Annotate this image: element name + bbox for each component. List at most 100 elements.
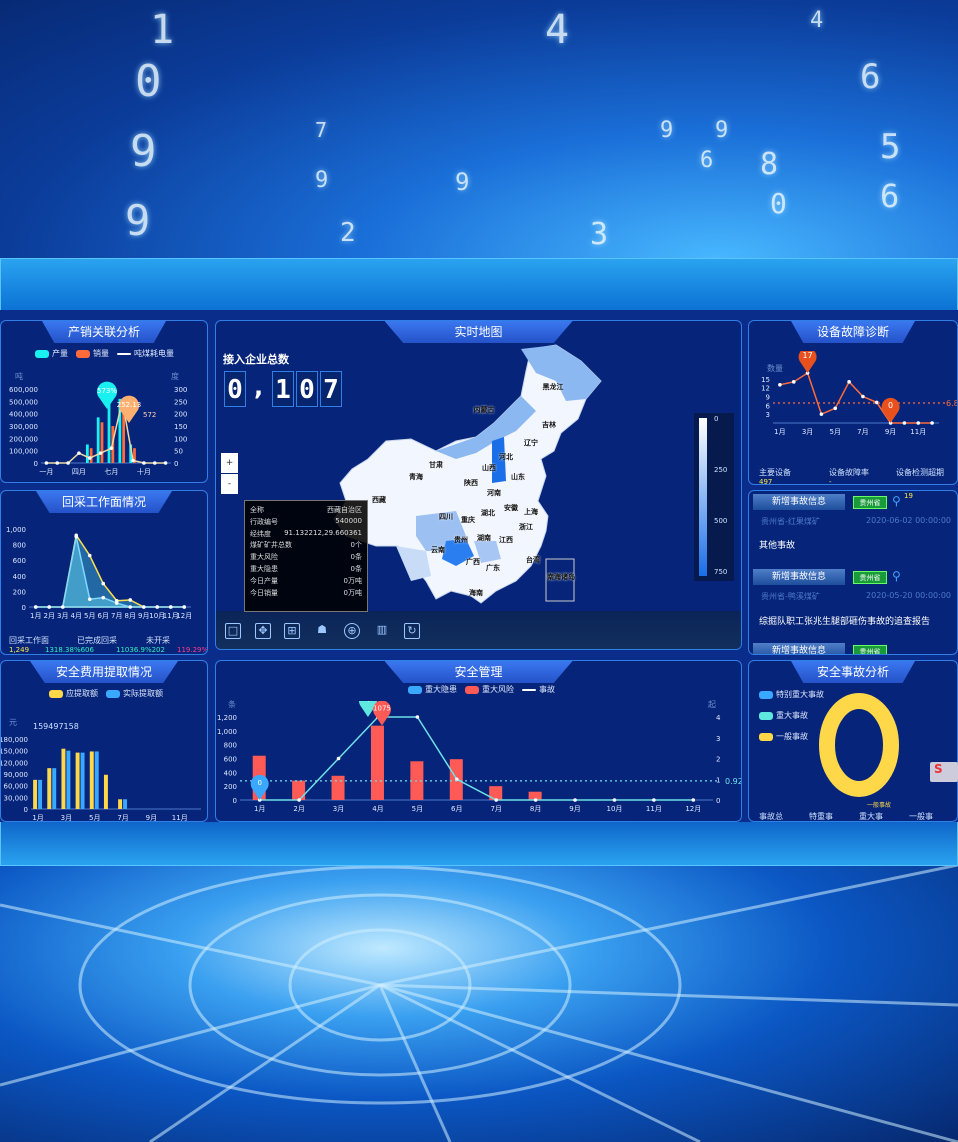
line-series	[779, 371, 933, 424]
y2-tick-label: 1	[716, 776, 720, 784]
legend-item[interactable]: 重大风险	[465, 684, 514, 695]
event-text: 其他事故	[759, 541, 796, 551]
legend-item[interactable]: 销量	[76, 348, 109, 359]
stat-value: 11036.9%202	[116, 646, 165, 654]
province-label: 安徽	[504, 504, 518, 512]
stat-value: 19	[904, 492, 913, 500]
legend-item[interactable]: 实际提取额	[106, 688, 163, 699]
axis-unit: 度	[171, 372, 179, 381]
fullscreen-icon[interactable]: □	[225, 623, 241, 639]
data-point	[101, 595, 106, 600]
bar	[96, 417, 100, 463]
counter-digit: 0	[296, 371, 318, 407]
background-digit: 6	[880, 177, 900, 215]
stat-label: 重大事	[859, 812, 883, 821]
globe-icon[interactable]: ⊕	[344, 623, 360, 639]
province-label: 山西	[482, 464, 496, 472]
data-point	[902, 421, 907, 425]
china-map[interactable]	[316, 341, 646, 611]
x-tick-label: 8月	[125, 612, 136, 620]
background-digit: 0	[770, 187, 787, 220]
data-point	[128, 598, 133, 602]
background-digit: 0	[135, 56, 162, 107]
province-label: 台湾	[526, 556, 540, 564]
pin-marker	[97, 381, 117, 409]
safety-chart: 0 200 400 600 800 1,000 1,200 0 1 2 3 4 1月 2月 3月 4月 5月 6月…	[217, 701, 741, 813]
legend-tick: 0	[714, 415, 719, 423]
province-tag[interactable]: 贵州省	[853, 645, 887, 654]
axis-unit: 数量	[767, 364, 783, 373]
legend-item[interactable]: 吨煤耗电量	[117, 348, 174, 359]
x-tick-label: 5月	[84, 612, 95, 620]
tooltip-value: 540000	[335, 516, 362, 525]
panel-title: 回采工作面情况	[35, 491, 173, 513]
collapse-icon[interactable]: ⊞	[284, 623, 300, 639]
province-label: 山东	[511, 473, 525, 481]
location-pin-icon[interactable]: ⚲	[892, 494, 901, 508]
expand-icon[interactable]: ✥	[255, 623, 271, 639]
y-tick-label: 0	[22, 604, 26, 612]
province-label: 西藏	[372, 496, 386, 504]
legend-item[interactable]: 重大隐患	[408, 684, 457, 695]
legend-item[interactable]: 应提取额	[49, 688, 98, 699]
y-tick-label: 400,000	[9, 411, 38, 419]
legend-item[interactable]: 特别重大事故	[759, 689, 824, 700]
data-point	[87, 597, 92, 601]
location-pin-icon[interactable]: ⚲	[892, 569, 901, 583]
refresh-icon[interactable]: ↻	[404, 623, 420, 639]
mining-panel: 回采工作面情况 0 200 400 600 800 1,000 1月 2月 3月 4月 5月 6月 7月…	[0, 490, 208, 655]
y-tick-label: 3	[766, 411, 770, 419]
bar	[52, 768, 57, 809]
data-point	[155, 605, 160, 609]
stat-label: 特重事	[809, 812, 833, 821]
x-tick-label: 9月	[569, 805, 580, 813]
legend-item[interactable]: 重大事故	[759, 710, 808, 721]
data-point	[336, 756, 341, 761]
pin-label: 1075	[373, 705, 391, 713]
data-point	[101, 581, 106, 586]
line-series	[46, 400, 166, 464]
bag-icon[interactable]: ☗	[317, 623, 327, 636]
y-tick-label: 200	[224, 783, 237, 791]
y-tick-label: 600,000	[9, 386, 38, 394]
x-tick-label: 7月	[111, 612, 122, 620]
tooltip-value: 0条	[350, 564, 362, 573]
province-label: 广东	[486, 564, 500, 572]
bar	[133, 448, 136, 463]
zoom-in-button[interactable]: +	[221, 453, 238, 473]
province-tag[interactable]: 贵州省	[853, 571, 887, 584]
bar	[38, 779, 43, 809]
visual-map-legend[interactable]: 0 250 500 750	[694, 413, 734, 581]
tooltip-row: 今日销量 0万吨	[250, 588, 362, 600]
x-tick-label: 5月	[830, 428, 841, 436]
y-tick-label: 0	[34, 460, 38, 468]
stat-value: 1318.38%606	[45, 646, 94, 654]
zoom-out-button[interactable]: -	[221, 474, 238, 494]
building-icon[interactable]: ▥	[376, 623, 388, 636]
x-tick-label: 6月	[98, 612, 109, 620]
x-tick-label: 七月	[104, 467, 118, 476]
pin-label: 573%	[97, 387, 117, 395]
average-label: 6.8	[946, 399, 958, 408]
legend-tick: 250	[714, 466, 728, 474]
legend-item[interactable]: 一般事故	[759, 731, 808, 742]
province-label: 浙江	[519, 523, 533, 531]
data-point	[152, 461, 157, 465]
legend-item[interactable]: 事故	[522, 684, 555, 695]
data-point	[833, 406, 838, 411]
production-panel: 产销关联分析 产量 销量 吨煤耗电量 吨 度 0 100,000 200,000 30…	[0, 320, 208, 483]
province-tag[interactable]: 贵州省	[853, 496, 887, 509]
side-badge[interactable]: S	[930, 762, 958, 782]
x-tick-label: 9月	[885, 428, 896, 436]
background-digit: 4	[810, 8, 824, 33]
tooltip-value: 0个	[350, 541, 362, 550]
tooltip-key: 煤矿矿井总数	[250, 541, 292, 550]
data-point	[74, 535, 79, 539]
legend-item[interactable]: 产量	[35, 348, 68, 359]
pin-marker	[372, 701, 391, 726]
x-tick-label: 1月	[30, 612, 41, 620]
y2-tick-label: 50	[174, 448, 183, 456]
province-label: 重庆	[461, 516, 475, 524]
pin-label: 572	[143, 411, 156, 419]
color-scale-bar[interactable]	[699, 418, 707, 576]
